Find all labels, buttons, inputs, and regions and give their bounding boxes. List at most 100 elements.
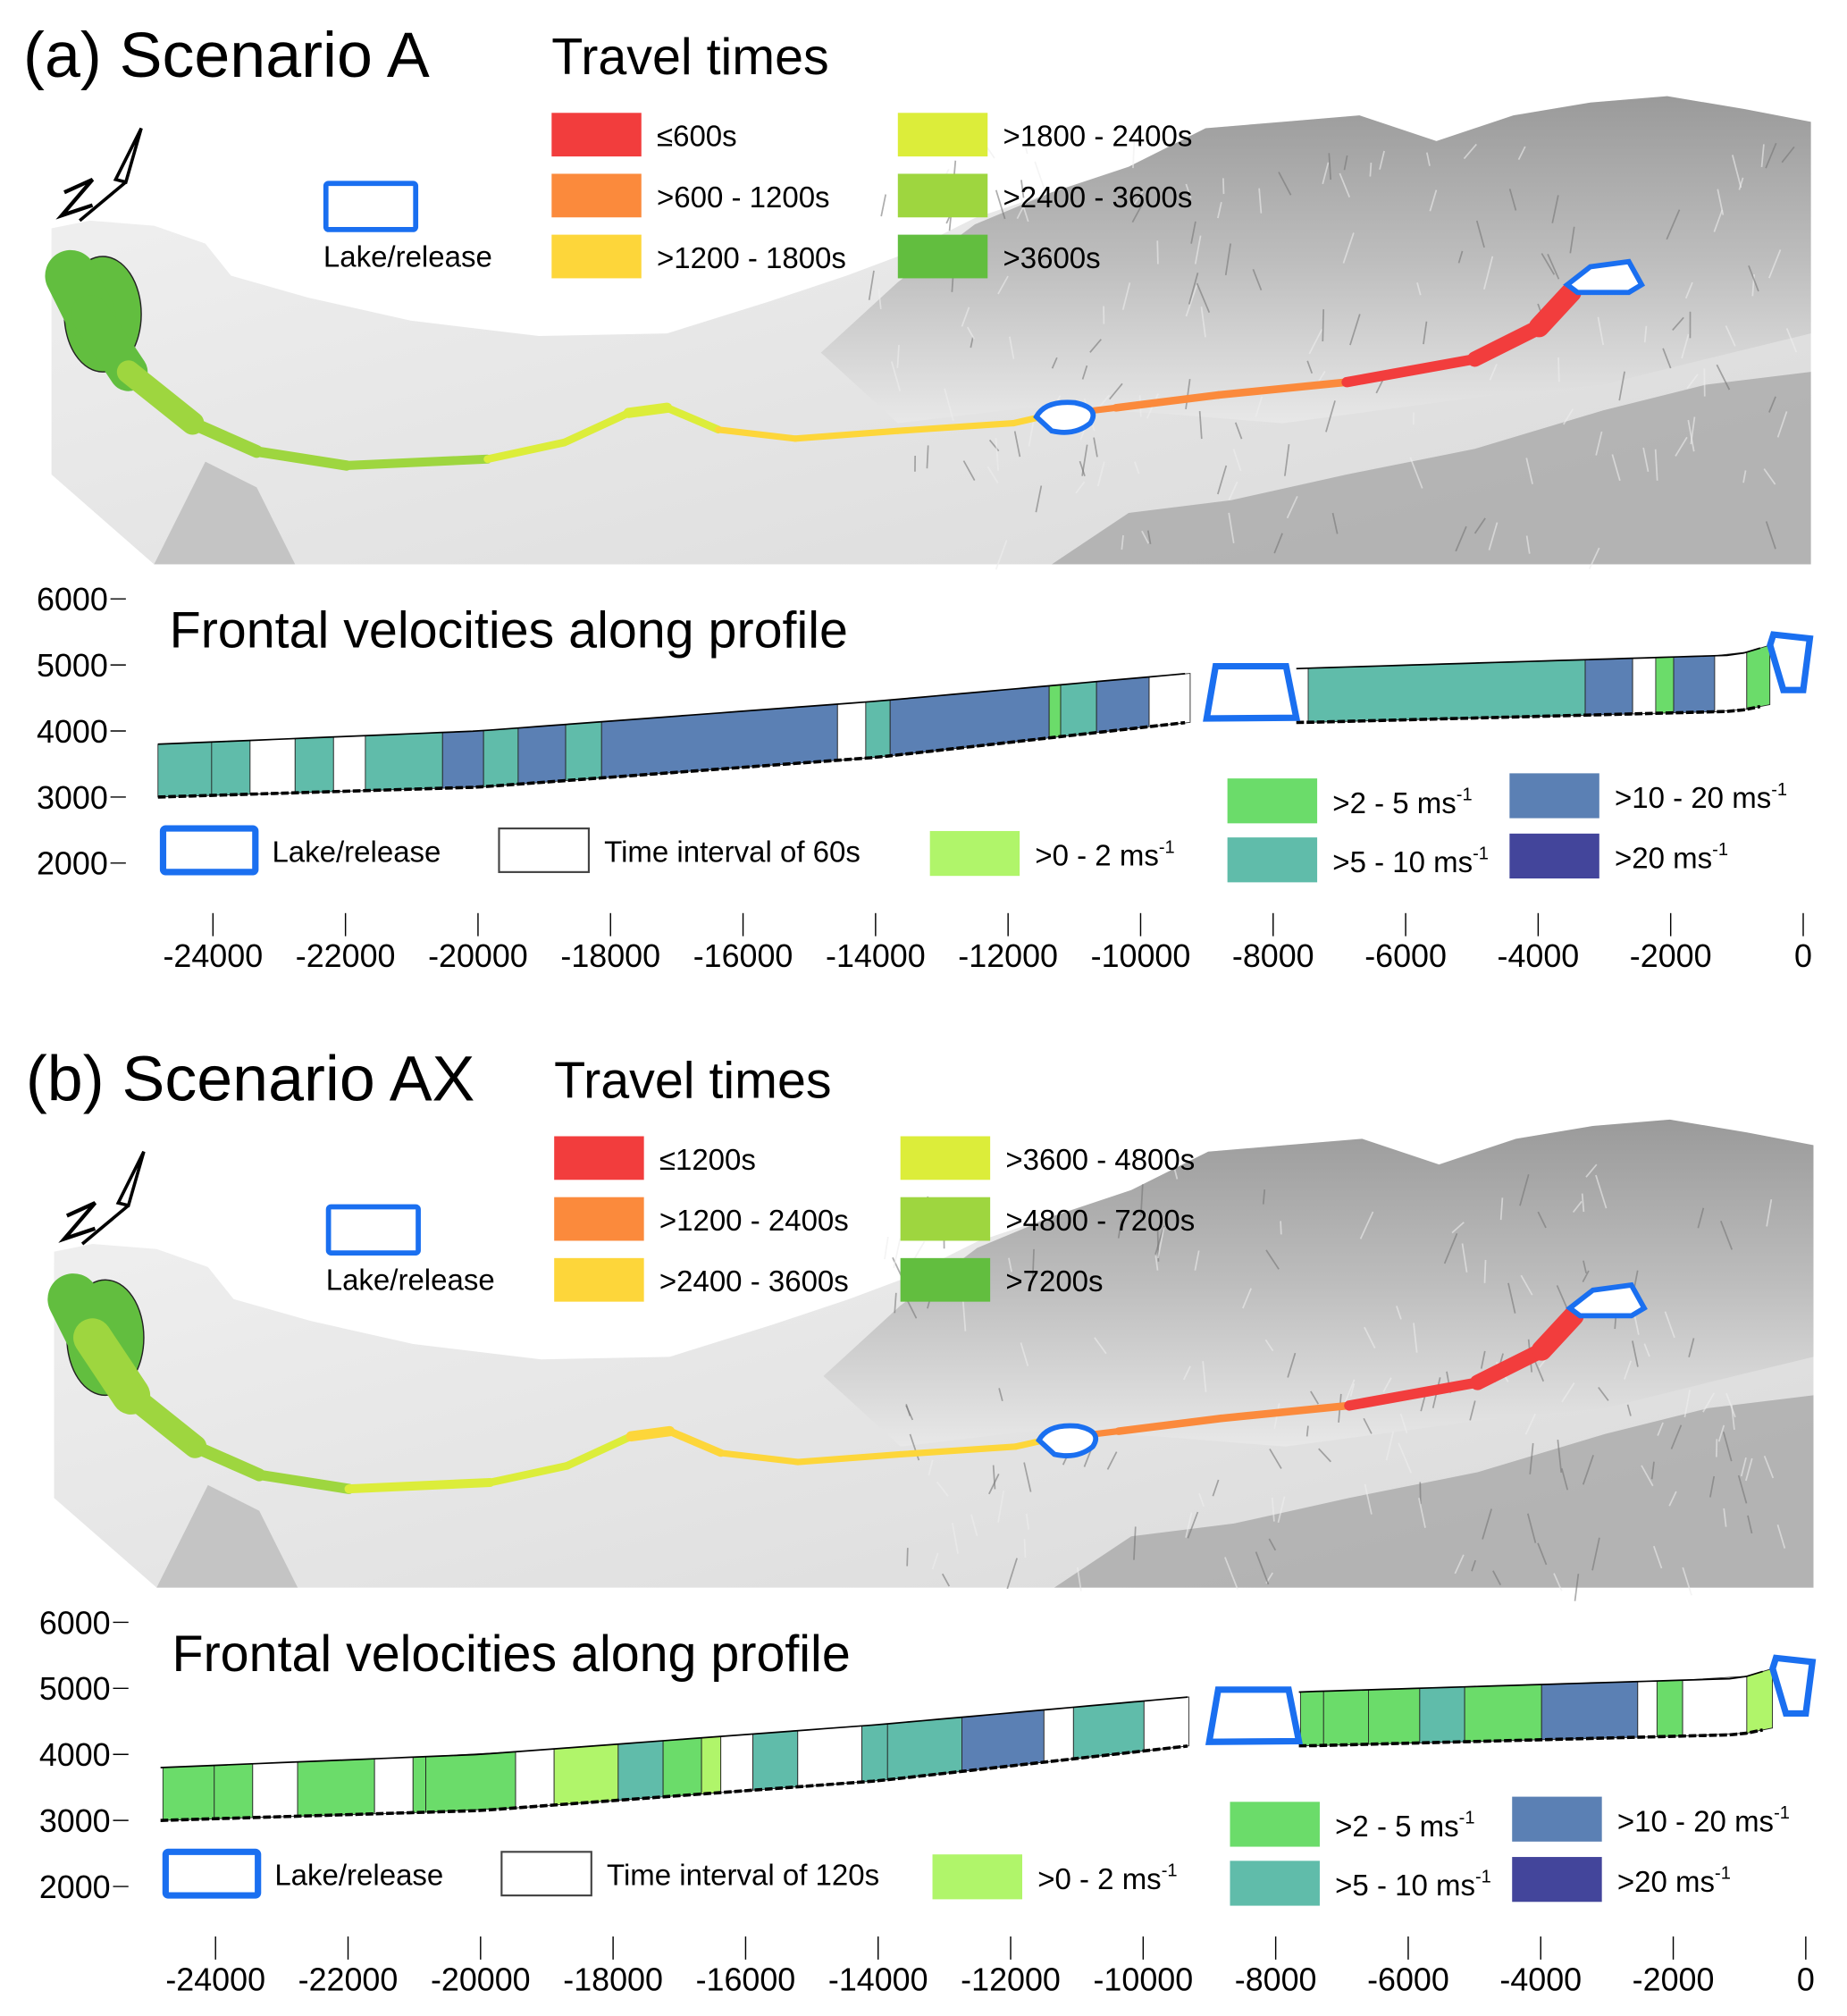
terrain-hills-west [154,461,296,565]
velocity-range: >5 - 10 [1332,845,1433,878]
terrain-texture [1117,1217,1123,1239]
terrain-ridge-north [820,96,1811,424]
terrain-texture [1553,1573,1563,1592]
terrain-texture [1198,411,1203,440]
profile-segment-c3 [861,1723,888,1783]
terrain-texture [997,1490,1005,1523]
flow-segment [794,1450,904,1466]
profile-segment-c2 [1322,1689,1369,1746]
terrain-texture [1507,1282,1516,1314]
terrain-texture [1099,394,1110,407]
profile-top-line [160,1696,1188,1768]
terrain-texture [1141,530,1150,544]
terrain-texture [1132,191,1144,207]
x-tick-label: -6000 [1364,938,1447,974]
profile-segment-w [1143,1696,1189,1751]
terrain-ridge-north [823,1119,1814,1447]
terrain-texture [1643,1343,1650,1357]
profile-segment-w [720,1733,754,1793]
velocity-unit-exponent: -1 [1771,780,1787,800]
terrain-ridge-south [1052,372,1811,565]
terrain-texture [1668,1491,1677,1507]
terrain-texture [1747,1515,1753,1534]
terrain-texture [1633,1314,1640,1335]
velocity-unit-exponent: -1 [1459,1809,1475,1828]
terrain-texture [1713,209,1724,232]
flow-segment [1114,1414,1225,1435]
terrain-texture [1681,333,1690,359]
flow-segment [1528,281,1582,338]
y-tick-label: 4000 [39,1737,111,1773]
lake-outline-upper [1566,1281,1648,1319]
velocity-unit: ms [1673,842,1712,875]
terrain-texture [1591,1537,1600,1571]
profile-top-line [157,673,1186,745]
north-arrow-icon [55,127,143,223]
north-arrow-icon [58,1150,146,1246]
terrain-texture [1563,408,1574,425]
profile-segment-c3 [565,721,602,781]
flow-segment [1531,1305,1584,1361]
terrain-texture [1595,1174,1608,1209]
x-tick-label: -18000 [563,1961,663,1997]
flow-segment [116,360,205,435]
terrain-texture [1396,1306,1402,1320]
terrain-texture [1322,162,1330,185]
terrain-texture [1683,1390,1692,1418]
velocity-unit: ms [1732,781,1771,814]
terrain-texture [1702,1392,1716,1413]
velocity-swatch-c2 [1227,778,1318,824]
terrain-texture [1134,461,1140,475]
terrain-texture [1776,411,1788,438]
terrain-texture [1652,1545,1663,1569]
terrain-texture [995,540,1008,570]
profile-segment-c4 [517,724,567,785]
terrain-texture [1051,357,1058,369]
lake-legend-label: Lake/release [326,1264,495,1297]
terrain-texture [941,1573,951,1587]
velocity-label: >0 - 2 ms-1 [1037,1861,1177,1895]
y-tick-label: 6000 [37,582,108,617]
terrain-texture [1369,162,1373,177]
flow-segment [186,416,264,458]
terrain-texture [1198,1492,1205,1508]
terrain-texture [1785,328,1798,353]
x-tick-label: -14000 [826,938,926,974]
profile-segment-w [374,1756,414,1815]
terrain-texture [1748,265,1759,292]
terrain-texture [1672,316,1684,331]
terrain-texture [1537,1542,1548,1566]
travel-time-swatch [900,1257,991,1302]
terrain-texture [1560,1467,1569,1491]
terrain-texture [1194,235,1202,265]
flow-segment [119,1383,207,1458]
velocity-label: >20 ms-1 [1617,1863,1731,1897]
travel-time-label: >1200 - 1800s [657,241,846,274]
terrain-texture [907,1300,918,1319]
terrain-texture [1581,1193,1585,1213]
terrain-texture [1682,1567,1692,1596]
terrain-texture [1398,1442,1413,1474]
terrain-texture [1626,1404,1632,1416]
terrain-texture [1185,183,1192,199]
y-tick-label: 6000 [39,1605,111,1641]
terrain-texture [1519,1173,1530,1206]
x-tick-label: -2000 [1630,938,1712,974]
terrain-texture [1349,314,1361,346]
terrain-texture [1349,1383,1356,1397]
lake-outline-lower [1033,399,1096,435]
profile-segment-c2 [1299,1691,1324,1747]
velocity-unit-exponent: -1 [1715,1863,1731,1883]
terrain-texture [868,270,875,300]
travel-times-title: Travel times [551,29,828,86]
terrain-texture [1271,1497,1275,1522]
profile-segment-w [1632,657,1657,715]
terrain-texture [1664,1311,1675,1339]
terrain-texture [1020,1342,1029,1366]
terrain-texture [1308,329,1323,355]
travel-time-swatch [897,234,988,279]
terrain-texture [1224,1557,1238,1590]
velocity-swatch-c5 [1512,1857,1602,1903]
terrain-texture [1363,1417,1373,1434]
terrain-texture [1399,1413,1408,1434]
